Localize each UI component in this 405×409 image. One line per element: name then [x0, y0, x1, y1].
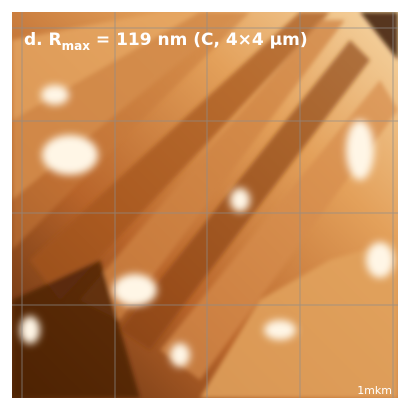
scale-label: 1mkm	[357, 384, 392, 397]
caption-suffix: = 119 nm (C, 4×4 µm)	[90, 30, 308, 50]
surface	[12, 12, 398, 398]
afm-image: d. Rmax = 119 nm (C, 4×4 µm) 1mkm	[0, 0, 405, 409]
caption-prefix: d. R	[24, 30, 62, 50]
caption-subscript: max	[62, 39, 91, 53]
afm-figure: d. Rmax = 119 nm (C, 4×4 µm) 1mkm	[0, 0, 405, 409]
